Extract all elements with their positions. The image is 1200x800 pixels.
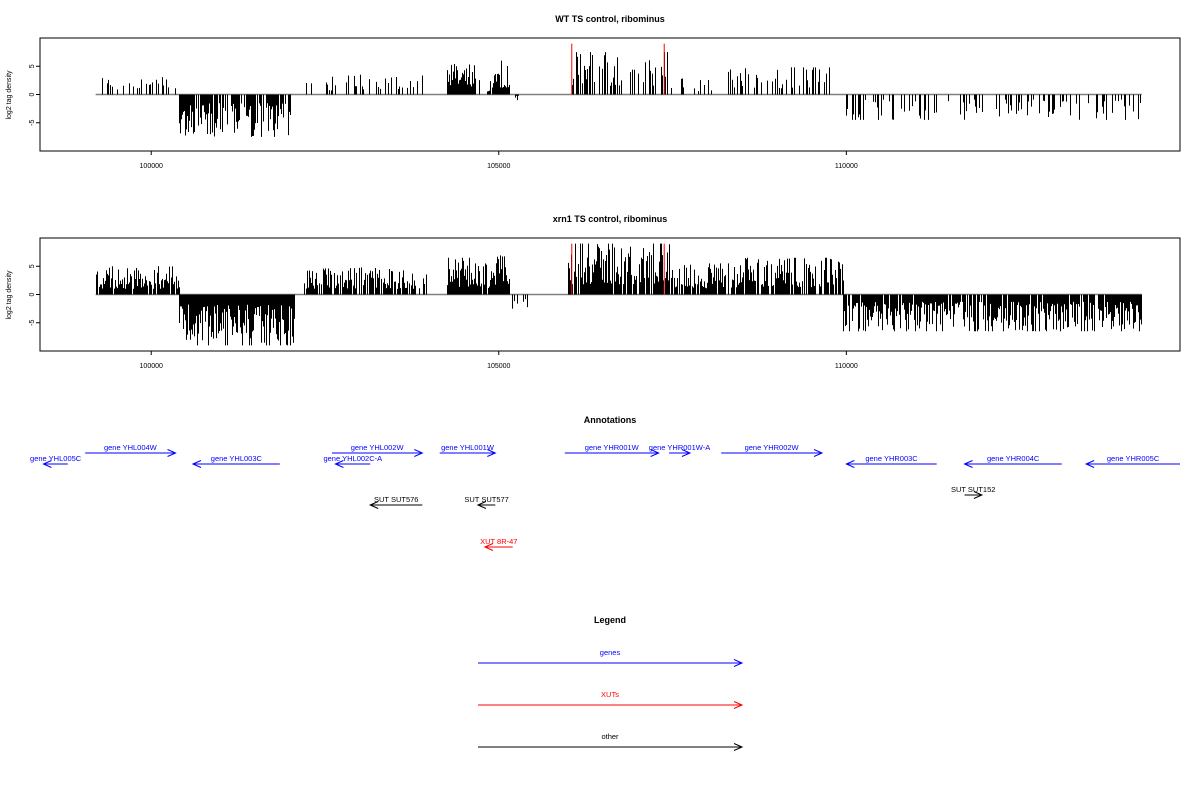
feature-gene-yhr003c: gene YHR003C <box>845 454 937 468</box>
panel-xrn1: xrn1 TS control, ribominus log2 tag dens… <box>6 214 1181 370</box>
panel-xrn1-x-axis: 100000 105000 110000 <box>140 351 858 370</box>
feature-label: SUT SUT577 <box>464 495 508 504</box>
panel-wt-y-axis: -5 0 5 <box>29 64 40 126</box>
feature-gene-yhr004c: gene YHR004C <box>963 454 1062 468</box>
feature-label: SUT SUT152 <box>951 485 995 494</box>
legend-items: genes XUTs other <box>478 648 744 751</box>
feature-arrowhead <box>845 460 855 468</box>
feature-label: gene YHR002W <box>745 443 800 452</box>
panel-wt-ylabel: log2 tag density <box>6 70 13 120</box>
feature-gene-yhl002c-a: gene YHL002C-A <box>323 454 382 468</box>
y-tick-label: 0 <box>29 292 36 296</box>
feature-sut-sut576: SUT SUT576 <box>368 495 423 509</box>
feature-arrowhead <box>334 460 344 468</box>
feature-arrowhead <box>368 501 379 509</box>
legend-arrowhead <box>733 659 744 667</box>
y-tick-label: -5 <box>29 320 36 326</box>
legend-label: genes <box>600 648 621 657</box>
feature-arrowhead <box>681 449 692 457</box>
feature-arrowhead <box>1084 460 1095 468</box>
panel-wt-x-axis: 100000 105000 110000 <box>140 151 858 170</box>
legend-item-xuts: XUTs <box>478 690 744 709</box>
feature-gene-yhl004w: gene YHL004W <box>85 443 177 457</box>
x-tick-label: 105000 <box>487 363 510 370</box>
feature-sut-sut577: SUT SUT577 <box>464 495 509 509</box>
annotation-features: gene YHL004W gene YHL005C gene YHL003C gene… <box>30 443 1180 551</box>
feature-gene-yhr005c: gene YHR005C <box>1084 454 1180 468</box>
feature-arrowhead <box>42 460 52 468</box>
y-tick-label: -5 <box>29 120 36 126</box>
panel-xrn1-ylabel: log2 tag density <box>6 270 13 320</box>
y-tick-label: 5 <box>29 64 36 68</box>
feature-label: gene YHL004W <box>104 443 158 452</box>
feature-gene-yhl003c: gene YHL003C <box>191 454 280 468</box>
feature-arrowhead <box>167 449 177 457</box>
feature-label: gene YHR003C <box>865 454 918 463</box>
panel-wt-signal <box>95 43 1142 137</box>
y-tick-label: 5 <box>29 264 36 268</box>
x-tick-label: 105000 <box>487 163 510 170</box>
feature-gene-yhl005c: gene YHL005C <box>30 454 82 468</box>
feature-label: SUT SUT576 <box>374 495 418 504</box>
feature-arrowhead <box>476 501 487 509</box>
feature-arrowhead <box>191 460 202 468</box>
x-tick-label: 100000 <box>140 363 163 370</box>
legend-label: XUTs <box>601 690 619 699</box>
feature-label: gene YHL002W <box>351 443 405 452</box>
x-tick-label: 110000 <box>835 363 858 370</box>
feature-arrowhead <box>973 491 984 499</box>
legend-label: other <box>601 732 619 741</box>
feature-gene-yhr001w-a: gene YHR001W-A <box>649 443 710 457</box>
feature-xut-8r-47: XUT 8R-47 <box>480 537 517 551</box>
feature-gene-yhr002w: gene YHR002W <box>721 443 824 457</box>
feature-gene-yhl001w: gene YHL001W <box>439 443 497 457</box>
feature-label: gene YHR001W <box>585 443 640 452</box>
panel-xrn1-signal <box>95 243 1142 346</box>
legend-title: Legend <box>594 615 626 625</box>
feature-label: gene YHL001W <box>441 443 495 452</box>
feature-label: gene YHL005C <box>30 454 82 463</box>
feature-arrowhead <box>487 449 497 457</box>
feature-label: gene YHR004C <box>987 454 1040 463</box>
x-tick-label: 110000 <box>835 163 858 170</box>
feature-arrowhead <box>963 460 973 468</box>
y-tick-label: 0 <box>29 92 36 96</box>
feature-arrowhead <box>483 543 494 551</box>
legend-item-other: other <box>478 732 744 751</box>
annotations-title: Annotations <box>584 415 637 425</box>
feature-gene-yhr001w: gene YHR001W <box>564 443 660 457</box>
feature-label: XUT 8R-47 <box>480 537 517 546</box>
feature-gene-yhl002w: gene YHL002W <box>331 443 424 457</box>
panel-wt-title: WT TS control, ribominus <box>555 14 665 24</box>
feature-label: gene YHR005C <box>1107 454 1160 463</box>
feature-label: gene YHR001W-A <box>649 443 710 452</box>
legend-item-genes: genes <box>478 648 744 667</box>
feature-label: gene YHL003C <box>211 454 263 463</box>
panel-xrn1-title: xrn1 TS control, ribominus <box>553 214 668 224</box>
legend: Legend genes XUTs other <box>478 615 744 751</box>
panel-wt: WT TS control, ribominus log2 tag densit… <box>6 14 1181 170</box>
feature-sut-sut152: SUT SUT152 <box>951 485 995 499</box>
x-tick-label: 100000 <box>140 163 163 170</box>
feature-arrowhead <box>650 449 660 457</box>
feature-label: gene YHL002C-A <box>323 454 382 463</box>
feature-arrowhead <box>414 449 424 457</box>
legend-arrowhead <box>733 701 744 709</box>
feature-arrowhead <box>813 449 824 457</box>
legend-arrowhead <box>733 743 744 751</box>
panel-xrn1-y-axis: -5 0 5 <box>29 264 40 326</box>
